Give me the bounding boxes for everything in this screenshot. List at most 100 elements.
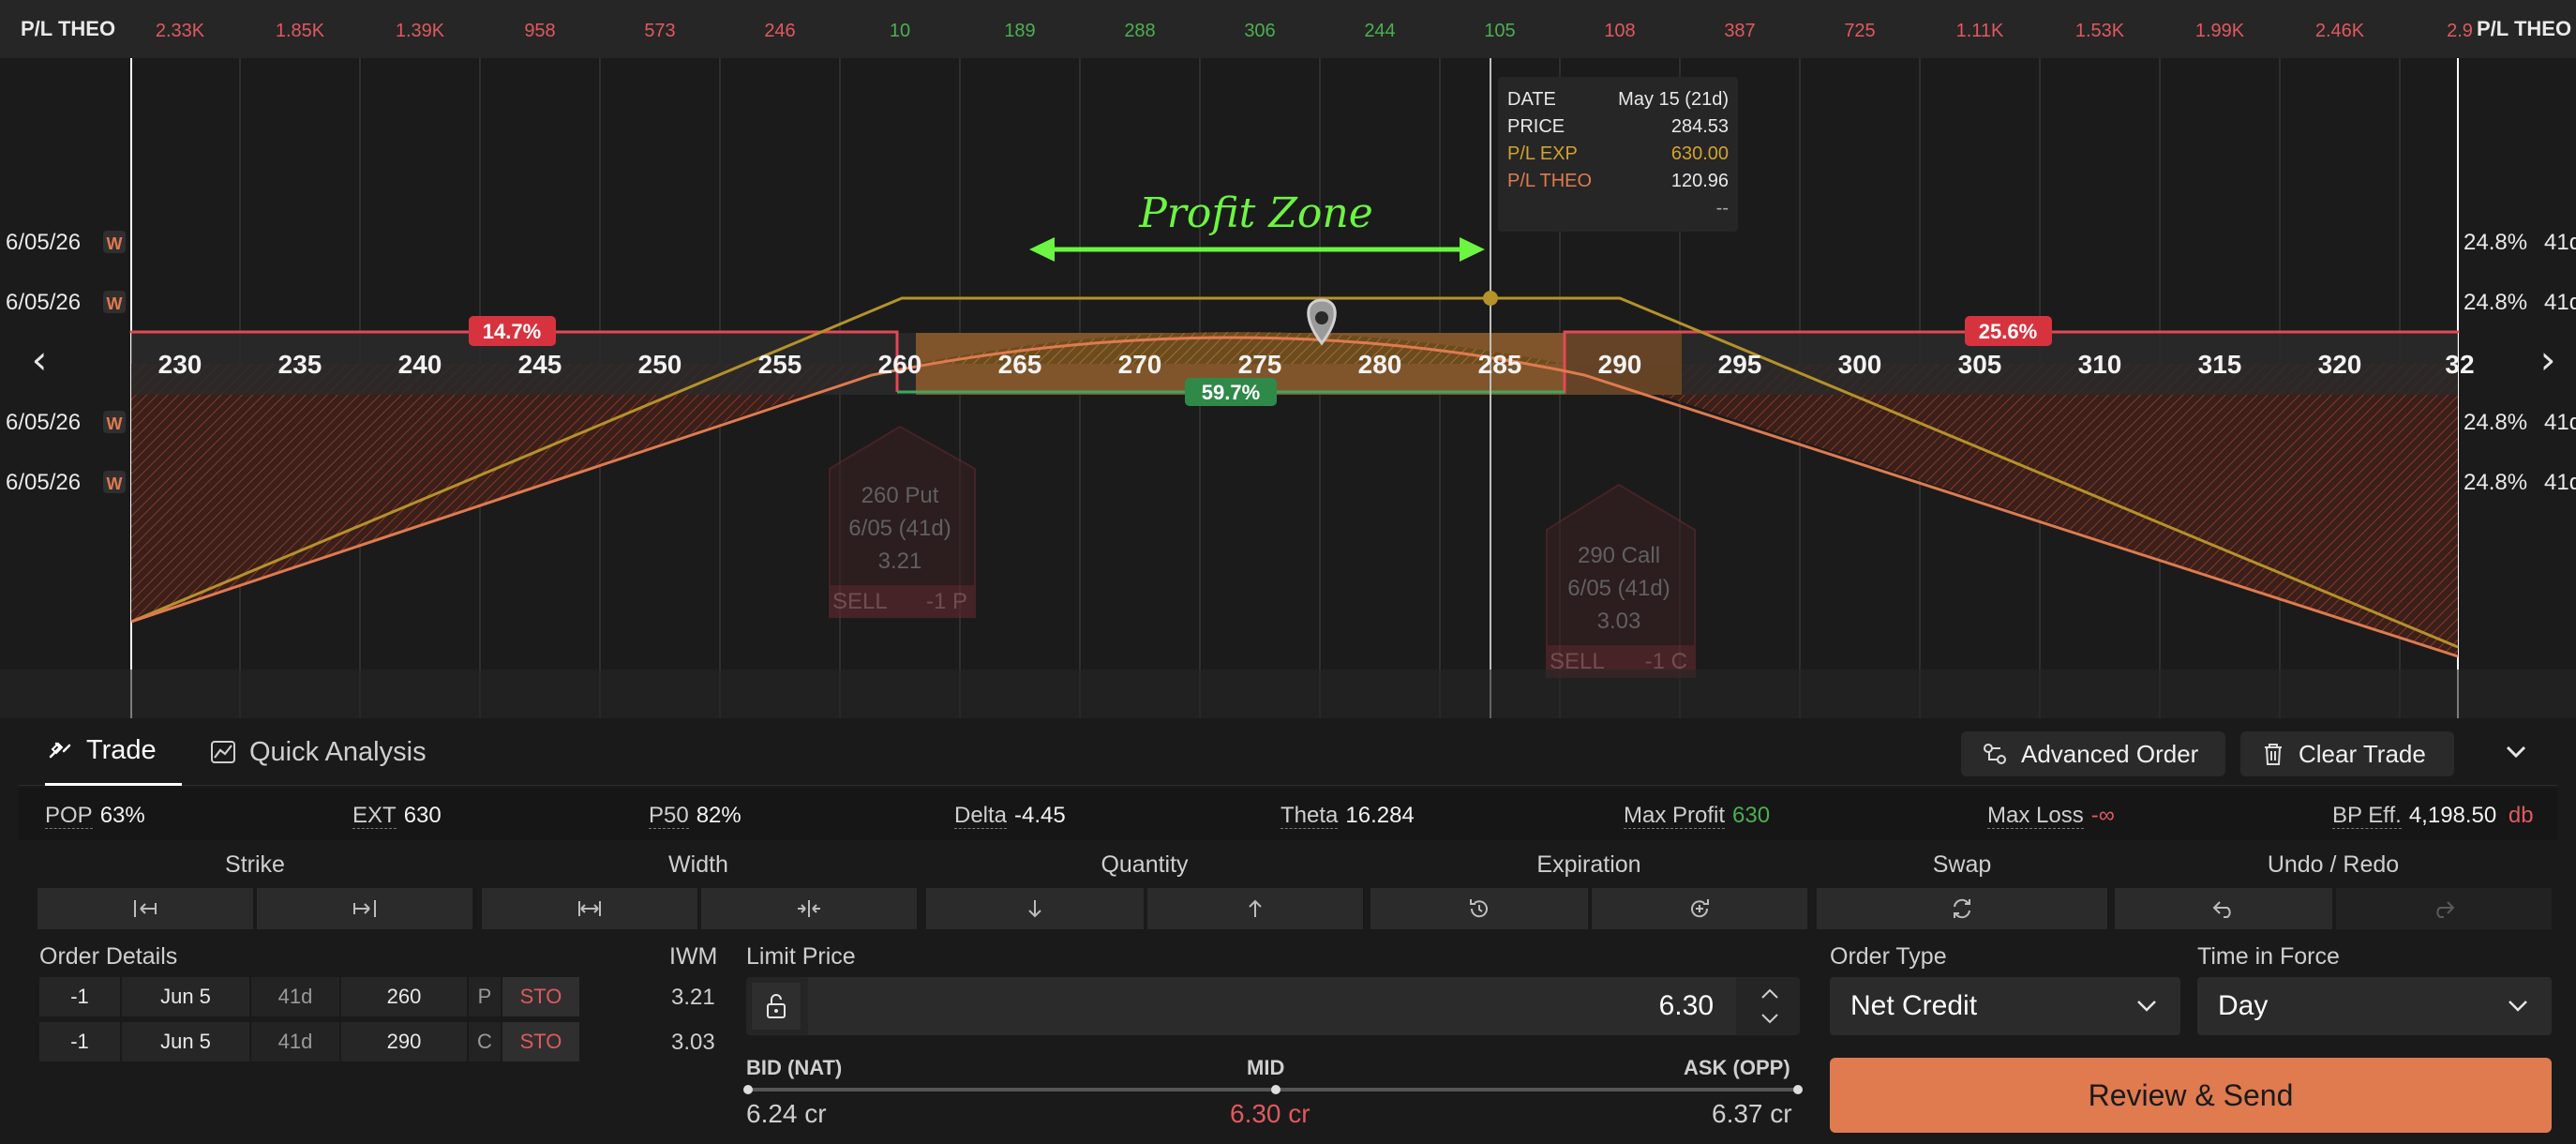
chevron-down-icon — [2509, 1001, 2527, 1012]
redo-button[interactable] — [2336, 888, 2552, 929]
review-and-send-button[interactable]: Review & Send — [1830, 1058, 2552, 1133]
pl-theo-value: 1.39K — [396, 21, 445, 41]
width-widen-button[interactable] — [701, 888, 917, 929]
slider-ask-dot — [1793, 1085, 1803, 1094]
left-prob-text: 14.7% — [483, 320, 541, 343]
width-narrow-button[interactable] — [482, 888, 697, 929]
order-leg-action[interactable]: STO — [502, 1022, 579, 1061]
iv-rows: 24.8% 41d 24.8% 41d 24.8% 41d 24.8% 41d — [2464, 230, 2576, 495]
weekly-badge — [103, 231, 126, 253]
order-leg-type[interactable]: P — [469, 977, 501, 1016]
tooltip-row: -- — [1507, 195, 1729, 222]
stat-value: 630 — [403, 803, 442, 828]
rotate-back-icon — [1470, 899, 1488, 918]
strike-label: 255 — [758, 350, 802, 379]
width-widen-icon — [798, 900, 820, 917]
strike-left-icon — [134, 900, 157, 917]
slider-mid-dot[interactable] — [1271, 1085, 1281, 1094]
order-leg-qty[interactable]: -1 — [39, 1022, 120, 1061]
unlock-button[interactable] — [752, 983, 801, 1030]
weekly-badge — [103, 291, 126, 313]
undo-button[interactable] — [2115, 888, 2332, 929]
pl-expiration-line — [130, 296, 2459, 649]
limit-price-input[interactable]: 6.30 — [808, 977, 1736, 1035]
tooltip-row: DATE May 15 (21d) — [1507, 86, 1729, 113]
strike-label: 310 — [2078, 350, 2122, 379]
order-leg-dte[interactable]: 41d — [251, 977, 339, 1016]
iv-dte: 41d — [2544, 290, 2576, 315]
trash-icon — [2265, 744, 2282, 765]
strike-left-button[interactable] — [37, 888, 253, 929]
chart-icon — [211, 741, 235, 763]
chart-bottom-band — [0, 670, 2576, 718]
iv-dte: 41d — [2544, 230, 2576, 255]
pl-theo-value: 725 — [1844, 21, 1875, 41]
chart-nav-left[interactable]: ‹ — [32, 337, 48, 383]
iv-value: 24.8% — [2464, 470, 2527, 495]
strike-label: 320 — [2318, 350, 2362, 379]
pl-theo-value: 2.46K — [2315, 21, 2365, 41]
pl-theo-value: 288 — [1124, 21, 1155, 41]
pl-theo-band — [0, 0, 2576, 58]
order-type-select[interactable]: Net Credit — [1830, 977, 2180, 1035]
put-leg-marker[interactable]: 260 Put 6/05 (41d) 3.21 SELL -1 P — [829, 425, 976, 618]
stat-max-profit: Max Profit 630 — [1624, 803, 1770, 829]
mid-prob-text: 59.7% — [1202, 381, 1260, 404]
stat-value: 630 — [1732, 803, 1771, 828]
swap-group-title: Swap — [1932, 851, 1992, 878]
order-leg-qty[interactable]: -1 — [39, 977, 120, 1016]
strike-label: 280 — [1358, 350, 1402, 379]
tab-trade-label: Trade — [86, 735, 157, 765]
tab-trade[interactable]: Trade — [45, 718, 182, 786]
quantity-down-button[interactable] — [926, 888, 1144, 929]
chevron-down-icon[interactable] — [2503, 743, 2529, 761]
expiration-forward-button[interactable] — [1592, 888, 1807, 929]
order-leg-dte[interactable]: 41d — [251, 1022, 339, 1061]
left-prob-badge — [469, 316, 556, 346]
quantity-up-button[interactable] — [1147, 888, 1363, 929]
order-leg-action[interactable]: STO — [502, 977, 579, 1016]
strike-label: 235 — [278, 350, 322, 379]
pl-chart[interactable]: P/L THEO P/L THEO 2.33K 1.85K 1.39K 958 573 2… — [0, 0, 2576, 718]
clear-trade-button[interactable]: Clear Trade — [2240, 731, 2454, 776]
strike-label: 275 — [1238, 350, 1282, 379]
call-leg-marker[interactable]: 290 Call 6/05 (41d) 3.03 SELL -1 C — [1546, 483, 1696, 678]
bid-ask-slider[interactable] — [743, 1085, 1803, 1094]
iwm-title: IWM — [669, 943, 718, 970]
pl-theo-label-left: P/L THEO — [21, 17, 115, 40]
pl-theo-label-right: P/L THEO — [2477, 17, 2571, 40]
tooltip-label: P/L THEO — [1507, 171, 1593, 191]
swap-button[interactable] — [1817, 888, 2107, 929]
limit-stepper[interactable] — [1744, 981, 1796, 1031]
put-leg-line2: 6/05 (41d) — [848, 516, 951, 541]
order-leg-type[interactable]: C — [469, 1022, 501, 1061]
pl-theo-value: 1.99K — [2195, 21, 2245, 41]
panel-tabs: Trade Quick Analysis Advanced Order Clea… — [19, 718, 2557, 786]
order-leg-exp[interactable]: Jun 5 — [122, 1022, 249, 1061]
order-leg-strike[interactable]: 260 — [341, 977, 467, 1016]
call-leg-line1: 290 Call — [1578, 543, 1660, 568]
stat-p50: P50 82% — [649, 803, 741, 829]
pl-theo-value: 2.9 — [2447, 21, 2473, 41]
order-leg-exp[interactable]: Jun 5 — [122, 977, 249, 1016]
stat-label: Theta — [1281, 803, 1339, 829]
stat-label: BP Eff. — [2332, 803, 2402, 829]
pl-chart-svg[interactable]: P/L THEO P/L THEO 2.33K 1.85K 1.39K 958 573 2… — [0, 0, 2576, 718]
tab-quick-analysis[interactable]: Quick Analysis — [208, 718, 427, 786]
pl-theo-value: 387 — [1724, 21, 1755, 41]
trade-icon — [49, 742, 71, 758]
chart-nav-right[interactable]: › — [2540, 337, 2556, 383]
advanced-order-button[interactable]: Advanced Order — [1961, 731, 2225, 776]
put-leg-side: SELL — [832, 589, 888, 614]
iv-dte: 41d — [2544, 410, 2576, 435]
expiration-back-button[interactable] — [1370, 888, 1588, 929]
time-in-force-select[interactable]: Day — [2197, 977, 2552, 1035]
pl-theo-value: 1.53K — [2075, 21, 2125, 41]
tooltip-row: P/L THEO 120.96 — [1507, 168, 1729, 195]
weekly-badge-text: W — [107, 234, 123, 253]
order-leg-strike[interactable]: 290 — [341, 1022, 467, 1061]
mid-value: 6.30 cr — [1230, 1099, 1310, 1128]
stat-pop: POP 63% — [45, 803, 145, 829]
call-leg-line3: 3.03 — [1597, 609, 1641, 634]
strike-right-button[interactable] — [257, 888, 472, 929]
